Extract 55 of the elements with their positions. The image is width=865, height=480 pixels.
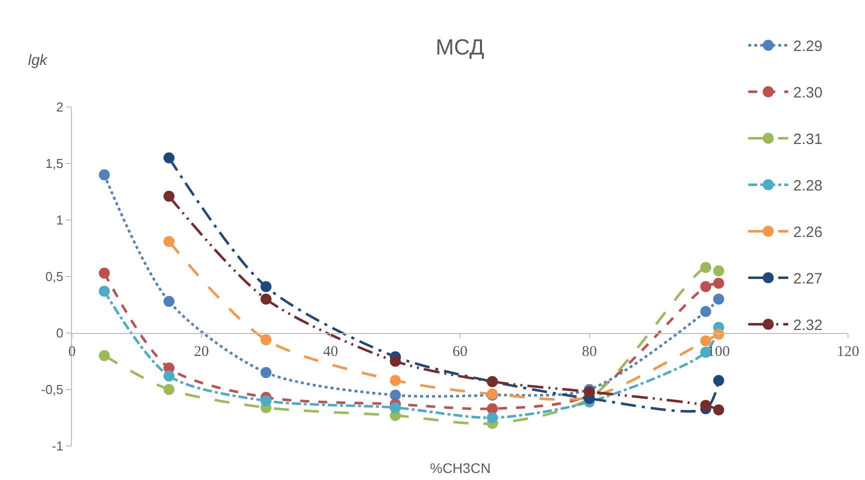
point <box>700 262 712 273</box>
x-tick-label: 20 <box>194 344 209 360</box>
x-tick-label: 60 <box>452 344 468 360</box>
point <box>700 400 712 411</box>
point <box>260 367 272 378</box>
legend-label: 2.28 <box>793 178 822 195</box>
legend-label: 2.31 <box>793 131 822 148</box>
point <box>260 395 272 406</box>
point <box>390 390 401 401</box>
point <box>713 294 724 305</box>
x-tick-label: 120 <box>836 344 860 360</box>
y-tick-label: -0,5 <box>40 382 64 398</box>
point <box>713 265 724 276</box>
point <box>713 278 724 289</box>
x-axis-title: %CH3CN <box>430 460 491 476</box>
point <box>260 294 272 305</box>
point <box>260 281 272 292</box>
legend-label: 2.30 <box>793 84 822 102</box>
point <box>164 236 174 247</box>
point <box>98 268 110 279</box>
x-tick-label: 40 <box>323 344 338 360</box>
y-tick-label: 0 <box>56 326 64 341</box>
point <box>486 403 498 414</box>
point <box>390 402 401 414</box>
point <box>584 386 595 398</box>
y-tick-label: 1,5 <box>45 156 64 172</box>
y-tick-label: -1 <box>52 438 64 454</box>
point <box>260 334 272 346</box>
point <box>98 286 110 297</box>
point <box>713 404 724 416</box>
point <box>700 281 712 292</box>
y-tick-label: 0,5 <box>45 269 64 284</box>
point <box>164 152 174 164</box>
chart-title: МСД <box>436 34 484 60</box>
point <box>713 374 724 386</box>
legend-label: 2.26 <box>793 224 822 242</box>
point <box>390 374 401 386</box>
point <box>164 190 174 202</box>
point <box>98 169 110 180</box>
x-tick-label: 0 <box>68 344 76 360</box>
point <box>390 356 401 367</box>
point <box>98 350 110 362</box>
legend-label: 2.32 <box>793 317 822 334</box>
point <box>164 296 174 307</box>
point <box>486 412 498 424</box>
x-tick-label: 80 <box>582 344 597 360</box>
point <box>700 335 712 346</box>
legend-label: 2.29 <box>793 38 822 56</box>
point <box>164 384 174 395</box>
y-tick-label: 2 <box>56 100 64 115</box>
y-tick-label: 1 <box>56 212 64 228</box>
y-axis-title: lgk <box>28 52 49 69</box>
legend-label: 2.27 <box>793 270 822 288</box>
point <box>700 306 712 318</box>
point <box>164 370 174 382</box>
